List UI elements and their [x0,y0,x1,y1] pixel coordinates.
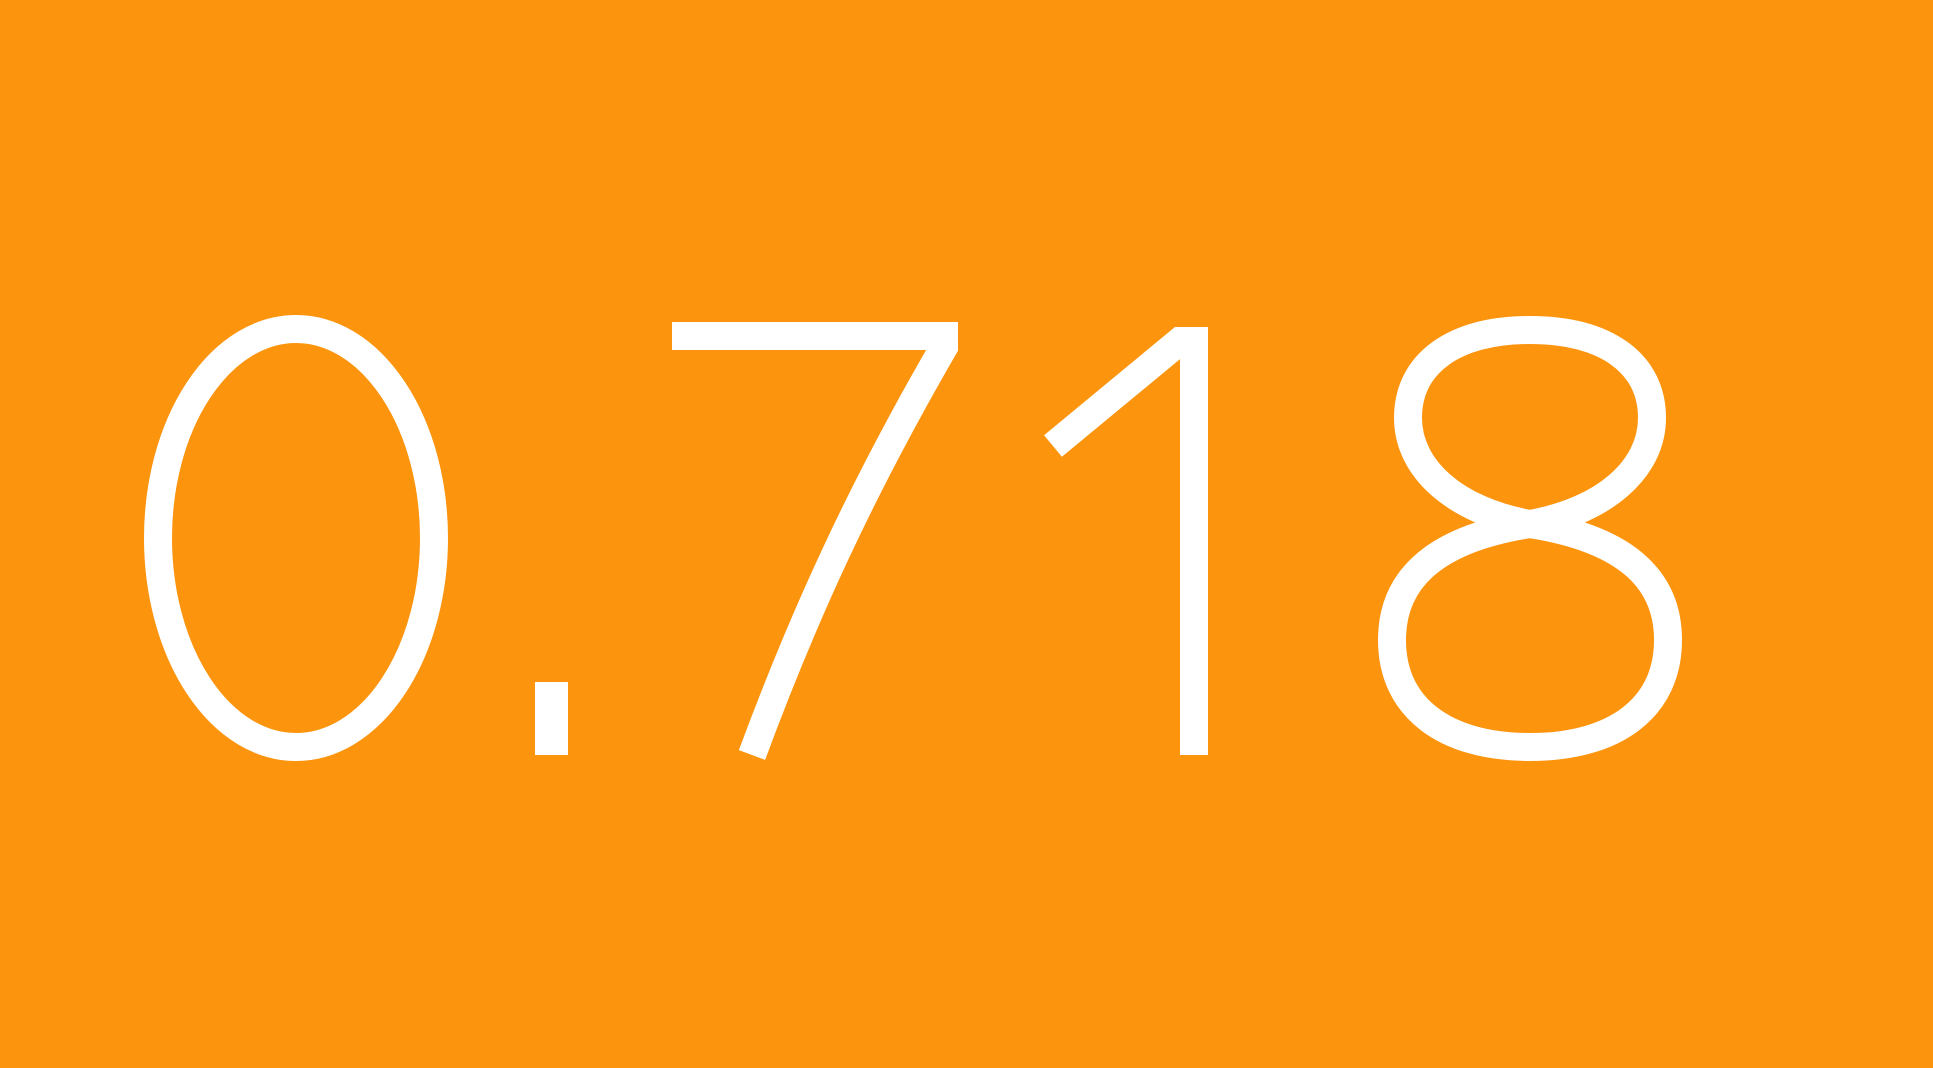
digit-1 [1044,327,1208,755]
digit-0 [144,315,448,761]
decimal-point [535,682,568,755]
digit-8 [1377,315,1683,762]
digit-7 [672,322,958,760]
